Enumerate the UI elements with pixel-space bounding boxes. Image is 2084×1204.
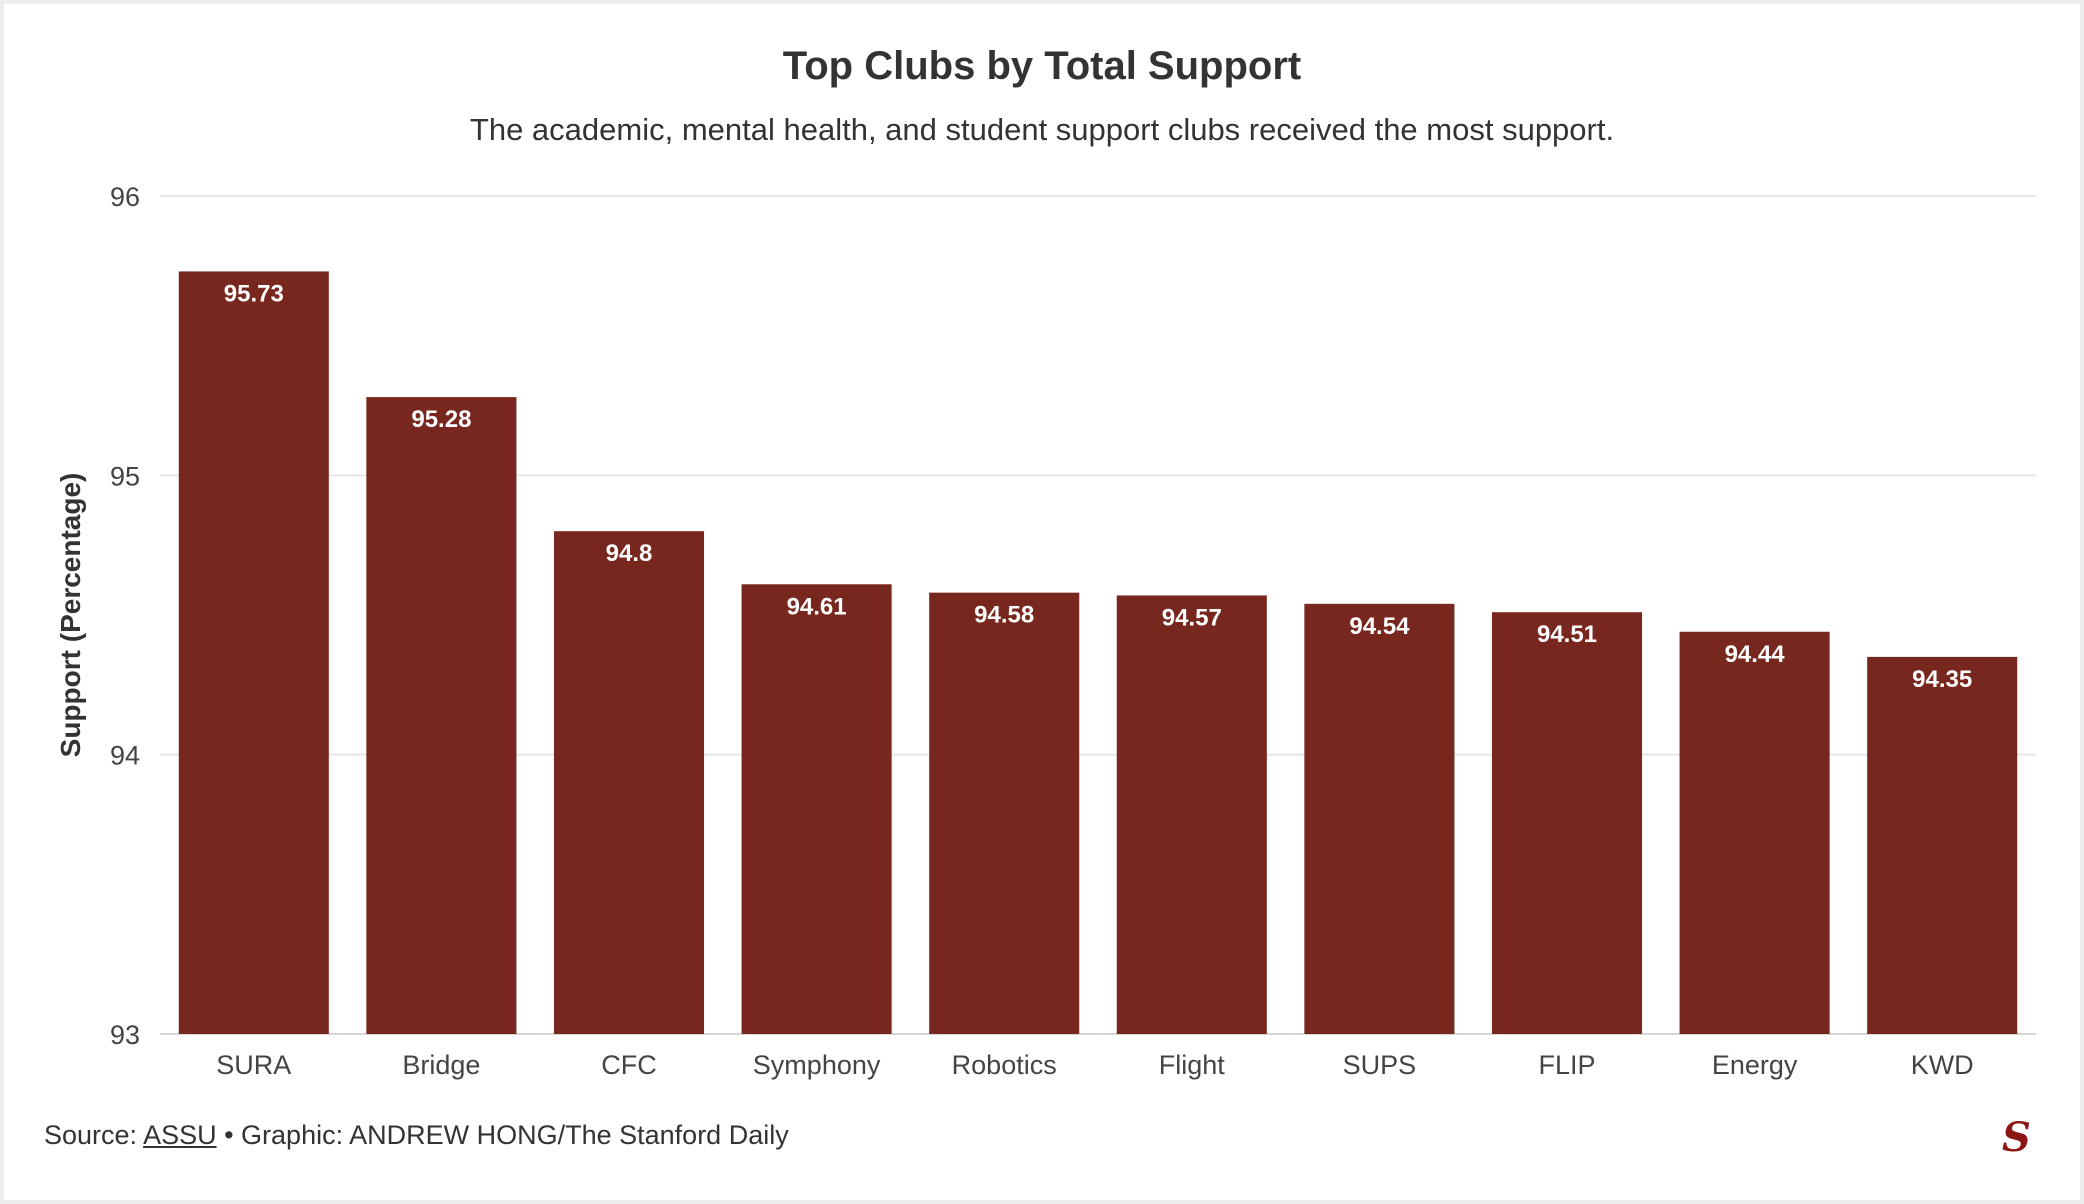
x-tick-label: CFC (601, 1050, 657, 1080)
credit-text: • Graphic: ANDREW HONG/The Stanford Dail… (216, 1120, 789, 1150)
bar (1304, 603, 1455, 1034)
bar-value-label: 94.61 (787, 593, 847, 620)
bar (1679, 631, 1830, 1034)
bar (178, 271, 329, 1034)
chart-footer: Source: ASSU • Graphic: ANDREW HONG/The … (44, 1120, 789, 1151)
y-axis-title: Support (Percentage) (55, 473, 86, 758)
bar-value-label: 94.44 (1725, 641, 1786, 668)
stanford-daily-logo-icon: S (2002, 1114, 2031, 1161)
x-tick-label: Bridge (402, 1050, 480, 1080)
bar-value-label: 94.58 (974, 602, 1034, 629)
y-tick-label: 93 (110, 1020, 140, 1050)
bar-value-label: 94.35 (1912, 666, 1972, 693)
bar (741, 584, 892, 1034)
source-link[interactable]: ASSU (143, 1120, 217, 1150)
bar (553, 531, 705, 1034)
x-tick-label: Energy (1712, 1050, 1798, 1080)
x-tick-label: KWD (1911, 1050, 1974, 1080)
x-tick-label: Flight (1159, 1050, 1226, 1080)
x-tick-label: FLIP (1538, 1050, 1595, 1080)
bar-value-label: 94.54 (1349, 613, 1410, 640)
bar-value-label: 95.73 (224, 280, 284, 307)
bar-value-label: 94.51 (1537, 621, 1597, 648)
x-tick-label: Robotics (952, 1050, 1057, 1080)
bar-value-label: 94.57 (1162, 604, 1222, 631)
bar (929, 592, 1080, 1034)
bar-value-label: 95.28 (411, 406, 471, 433)
chart-title: Top Clubs by Total Support (782, 44, 1302, 88)
bar (366, 397, 517, 1034)
chart-subtitle: The academic, mental health, and student… (469, 112, 1615, 147)
bar (1491, 612, 1643, 1034)
y-tick-label: 95 (110, 461, 140, 491)
x-tick-label: SURA (216, 1050, 291, 1080)
bar-value-label: 94.8 (606, 540, 653, 567)
x-tick-label: Symphony (753, 1050, 881, 1080)
y-tick-label: 94 (110, 741, 140, 771)
source-prefix: Source: (44, 1120, 144, 1150)
bar (1116, 595, 1267, 1034)
y-tick-label: 96 (110, 182, 140, 212)
x-tick-label: SUPS (1343, 1050, 1417, 1080)
bar (1867, 656, 2018, 1034)
